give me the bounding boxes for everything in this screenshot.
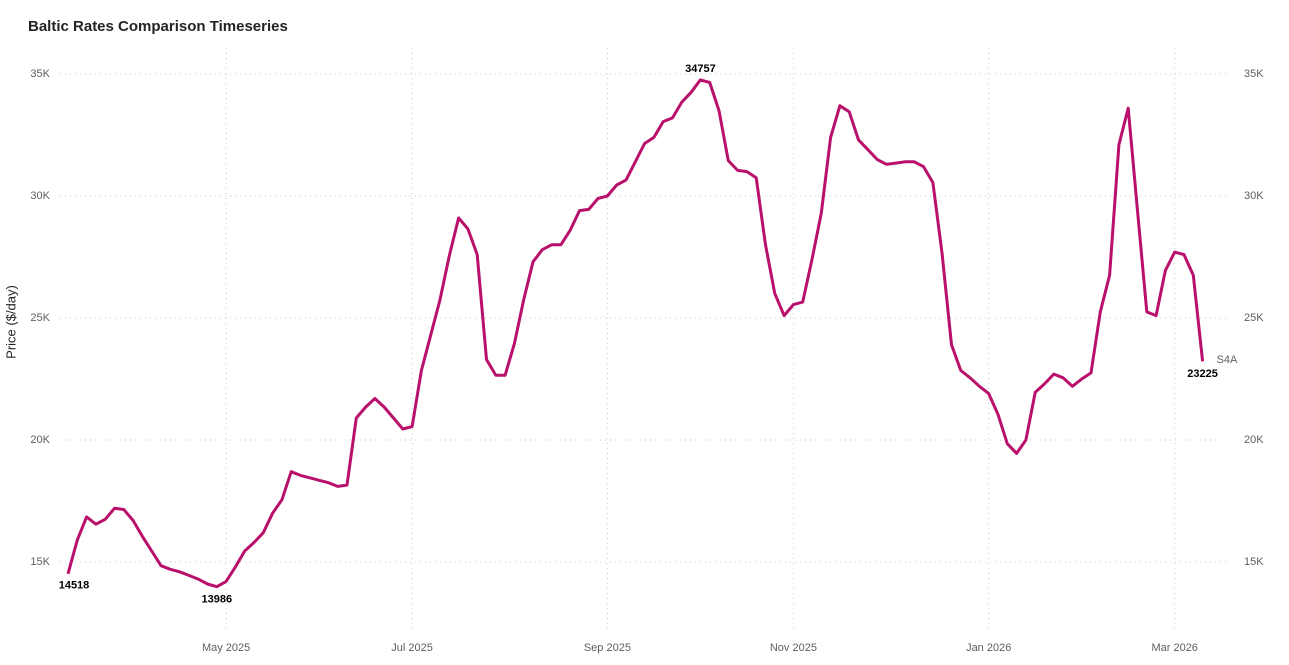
y-tick-label: 35K bbox=[30, 68, 50, 80]
x-tick-label: Nov 2025 bbox=[770, 642, 817, 654]
y-tick-label: 15K bbox=[30, 556, 50, 568]
y-axis-title: Price ($/day) bbox=[3, 285, 18, 359]
y-tick-label: 25K bbox=[30, 312, 50, 324]
y2-tick-label: 30K bbox=[1244, 190, 1264, 202]
y-tick-label: 20K bbox=[30, 434, 50, 446]
chart-title: Baltic Rates Comparison Timeseries bbox=[28, 18, 288, 35]
y2-tick-label: 35K bbox=[1244, 68, 1264, 80]
x-tick-label: Mar 2026 bbox=[1151, 642, 1197, 654]
y-tick-label: 30K bbox=[30, 190, 50, 202]
data-label: 13986 bbox=[202, 594, 233, 606]
series-line bbox=[66, 78, 1205, 589]
x-tick-label: Sep 2025 bbox=[584, 642, 631, 654]
x-tick-label: May 2025 bbox=[202, 642, 250, 654]
data-label: 23225 bbox=[1187, 368, 1218, 380]
y2-tick-label: 15K bbox=[1244, 556, 1264, 568]
y2-tick-label: 20K bbox=[1244, 434, 1264, 446]
data-label: 34757 bbox=[685, 63, 716, 75]
series-name: S4A bbox=[1217, 354, 1238, 366]
x-tick-label: Jul 2025 bbox=[391, 642, 433, 654]
x-tick-label: Jan 2026 bbox=[966, 642, 1011, 654]
y2-tick-label: 25K bbox=[1244, 312, 1264, 324]
data-label: 14518 bbox=[59, 580, 90, 592]
